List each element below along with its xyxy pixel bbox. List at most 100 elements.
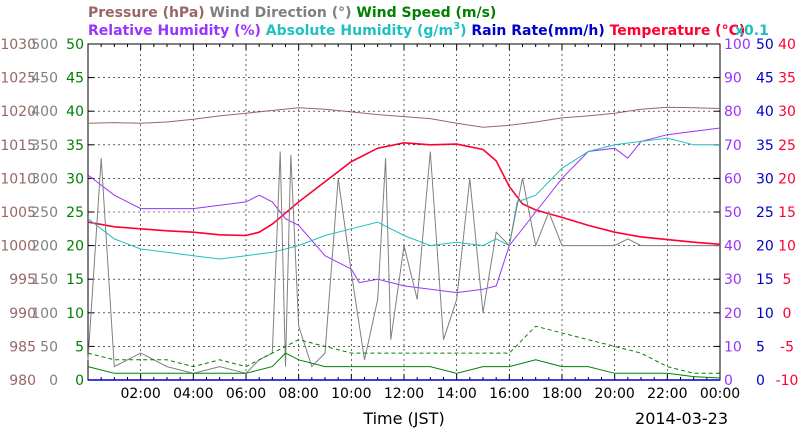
wind-speed-tick-label: 5 bbox=[75, 339, 84, 355]
wind-direction-tick-label: 200 bbox=[31, 239, 58, 255]
wind-direction-tick-label: 250 bbox=[31, 205, 58, 221]
pressure-tick-label: 990 bbox=[9, 306, 36, 322]
temperature-tick-label: 20 bbox=[778, 171, 796, 187]
humidity-tick-label: 20 bbox=[724, 306, 742, 322]
wind-direction-tick-label: 350 bbox=[31, 138, 58, 154]
x-tick-label: 00:00 bbox=[700, 386, 740, 402]
legend-superscript: 3 bbox=[453, 21, 460, 32]
plot-area bbox=[87, 43, 721, 381]
x-tick-label: 18:00 bbox=[542, 386, 582, 402]
temperature-tick-label: -10 bbox=[776, 373, 799, 389]
rain-rate-tick-label: 40 bbox=[756, 104, 774, 120]
date-label: 2014-03-23 bbox=[635, 409, 728, 428]
humidity-tick-label: 40 bbox=[724, 239, 742, 255]
wind-speed-tick-label: 40 bbox=[66, 104, 84, 120]
x-axis: 02:00 04:00 06:00 08:00 10:00 12:00 14:00 16:00… bbox=[120, 386, 740, 402]
wind-direction-tick-label: 50 bbox=[40, 339, 58, 355]
right-axes: 1009080706050403020100504540353025201510… bbox=[724, 37, 798, 389]
wind-speed-tick-label: 15 bbox=[66, 272, 84, 288]
rain-rate-tick-label: 30 bbox=[756, 171, 774, 187]
x-tick-label: 10:00 bbox=[331, 386, 371, 402]
legend-entry: Pressure (hPa) bbox=[88, 5, 205, 21]
wind-direction-tick-label: 100 bbox=[31, 306, 58, 322]
grid bbox=[87, 43, 721, 381]
rain-rate-tick-label: 10 bbox=[756, 306, 774, 322]
legend-entry: Absolute Humidity (g/m bbox=[261, 23, 453, 39]
legend-row: Pressure (hPa) Wind Direction (°) Wind S… bbox=[88, 5, 496, 21]
pressure-tick-label: 1005 bbox=[0, 205, 36, 221]
wind-speed-tick-label: 10 bbox=[66, 306, 84, 322]
rain-rate-tick-label: 5 bbox=[756, 339, 765, 355]
temperature-tick-label: 0 bbox=[783, 306, 792, 322]
x-tick-label: 06:00 bbox=[226, 386, 266, 402]
left-axes: 1030102510201015101010051000995990985980… bbox=[0, 37, 84, 389]
wind-direction-tick-label: 450 bbox=[31, 71, 58, 87]
wind-speed-tick-label: 30 bbox=[66, 171, 84, 187]
humidity-tick-label: 30 bbox=[724, 272, 742, 288]
series-wind-speed-m-s bbox=[87, 352, 721, 379]
x-tick-label: 22:00 bbox=[647, 386, 687, 402]
humidity-tick-label: 100 bbox=[724, 37, 751, 53]
pressure-tick-label: 980 bbox=[9, 373, 36, 389]
temperature-tick-label: 10 bbox=[778, 239, 796, 255]
rain-rate-tick-label: 50 bbox=[756, 37, 774, 53]
temperature-tick-label: 30 bbox=[778, 104, 796, 120]
rain-rate-tick-label: 25 bbox=[756, 205, 774, 221]
x-tick-label: 04:00 bbox=[173, 386, 213, 402]
scale-note: x0.1 bbox=[735, 23, 769, 39]
series-temperature-c bbox=[87, 141, 721, 246]
temperature-tick-label: -5 bbox=[780, 339, 794, 355]
temperature-tick-label: 15 bbox=[778, 205, 796, 221]
legend: Pressure (hPa) Wind Direction (°) Wind S… bbox=[88, 5, 769, 39]
x-tick-label: 08:00 bbox=[278, 386, 318, 402]
temperature-tick-label: 25 bbox=[778, 138, 796, 154]
rain-rate-tick-label: 15 bbox=[756, 272, 774, 288]
pressure-tick-label: 1000 bbox=[0, 239, 36, 255]
x-tick-label: 14:00 bbox=[436, 386, 476, 402]
x-tick-label: 16:00 bbox=[489, 386, 529, 402]
humidity-tick-label: 70 bbox=[724, 138, 742, 154]
rain-rate-tick-label: 45 bbox=[756, 71, 774, 87]
pressure-tick-label: 1020 bbox=[0, 104, 36, 120]
wind-speed-tick-label: 25 bbox=[66, 205, 84, 221]
rain-rate-tick-label: 20 bbox=[756, 239, 774, 255]
legend-entry: Relative Humidity (%) bbox=[88, 23, 261, 39]
humidity-tick-label: 50 bbox=[724, 205, 742, 221]
legend-row: Relative Humidity (%) Absolute Humidity … bbox=[88, 21, 745, 39]
rain-rate-tick-label: 0 bbox=[756, 373, 765, 389]
series-wind-direction bbox=[87, 151, 720, 374]
series-absolute-humidity-g-m3-x0-1 bbox=[87, 137, 720, 260]
pressure-tick-label: 1010 bbox=[0, 171, 36, 187]
series-relative-humidity bbox=[87, 127, 721, 294]
humidity-tick-label: 0 bbox=[724, 373, 733, 389]
humidity-tick-label: 90 bbox=[724, 71, 742, 87]
pressure-tick-label: 1015 bbox=[0, 138, 36, 154]
x-tick-label: 12:00 bbox=[384, 386, 424, 402]
pressure-tick-label: 995 bbox=[9, 272, 36, 288]
pressure-tick-label: 1025 bbox=[0, 71, 36, 87]
wind-direction-tick-label: 150 bbox=[31, 272, 58, 288]
wind-speed-tick-label: 50 bbox=[66, 37, 84, 53]
wind-speed-tick-label: 20 bbox=[66, 239, 84, 255]
rain-rate-tick-label: 35 bbox=[756, 138, 774, 154]
legend-entry: Rain Rate(mm/h) bbox=[467, 23, 605, 39]
series-wind-speed-gust-m-s bbox=[87, 325, 720, 374]
wind-direction-tick-label: 500 bbox=[31, 37, 58, 53]
humidity-tick-label: 60 bbox=[724, 171, 742, 187]
series-layer bbox=[87, 106, 721, 381]
wind-direction-tick-label: 400 bbox=[31, 104, 58, 120]
wind-speed-tick-label: 0 bbox=[75, 373, 84, 389]
temperature-tick-label: 5 bbox=[783, 272, 792, 288]
pressure-tick-label: 985 bbox=[9, 339, 36, 355]
temperature-tick-label: 40 bbox=[778, 37, 796, 53]
x-tick-label: 02:00 bbox=[120, 386, 160, 402]
temperature-tick-label: 35 bbox=[778, 71, 796, 87]
wind-speed-tick-label: 35 bbox=[66, 138, 84, 154]
humidity-tick-label: 80 bbox=[724, 104, 742, 120]
wind-direction-tick-label: 300 bbox=[31, 171, 58, 187]
humidity-tick-label: 10 bbox=[724, 339, 742, 355]
x-tick-label: 20:00 bbox=[594, 386, 634, 402]
legend-entry-tail: ) bbox=[460, 23, 466, 39]
legend-entry: Temperature (°C) bbox=[605, 23, 746, 39]
